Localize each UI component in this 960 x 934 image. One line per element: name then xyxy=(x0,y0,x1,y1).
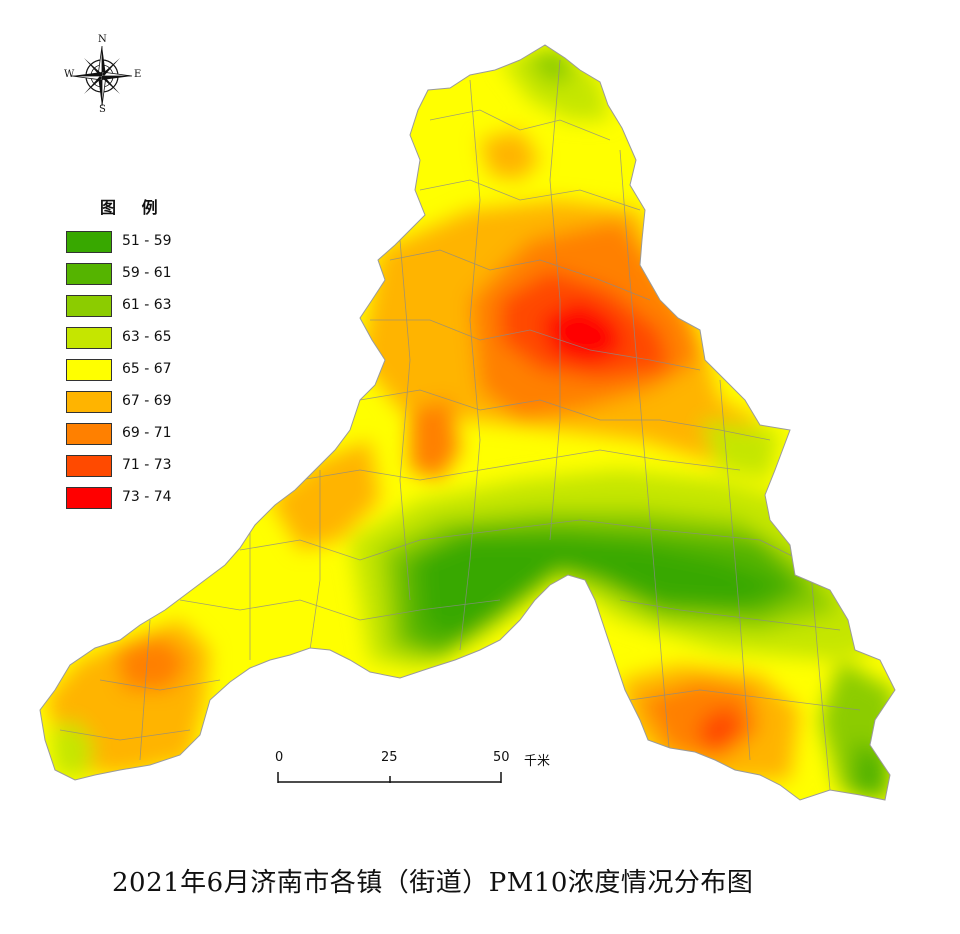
legend-label: 61 - 63 xyxy=(122,297,172,313)
legend-swatch xyxy=(66,327,112,349)
legend-label: 59 - 61 xyxy=(122,265,172,281)
legend-item: 63 - 65 xyxy=(66,324,196,350)
legend-label: 73 - 74 xyxy=(122,489,172,505)
legend-swatch xyxy=(66,295,112,317)
legend: 图 例 51 - 59 59 - 61 61 - 63 63 - 65 65 - 67 6… xyxy=(66,194,196,516)
legend-title: 图 例 xyxy=(100,198,168,217)
legend-swatch xyxy=(66,391,112,413)
legend-swatch xyxy=(66,231,112,253)
compass-south: S xyxy=(99,104,106,115)
legend-label: 65 - 67 xyxy=(122,361,172,377)
scale-tick-0: 0 xyxy=(275,750,284,765)
region-outline xyxy=(39,44,896,801)
legend-item: 51 - 59 xyxy=(66,228,196,254)
legend-swatch xyxy=(66,423,112,445)
scale-bar-line xyxy=(277,772,502,783)
compass-east: E xyxy=(134,69,142,80)
scale-tick-25: 25 xyxy=(381,750,398,765)
compass-north: N xyxy=(98,34,107,45)
legend-item: 73 - 74 xyxy=(66,484,196,510)
legend-item: 69 - 71 xyxy=(66,420,196,446)
legend-label: 71 - 73 xyxy=(122,457,172,473)
legend-swatch xyxy=(66,263,112,285)
legend-item: 59 - 61 xyxy=(66,260,196,286)
legend-item: 65 - 67 xyxy=(66,356,196,382)
legend-swatch xyxy=(66,487,112,509)
legend-item: 61 - 63 xyxy=(66,292,196,318)
compass-rose-icon xyxy=(71,45,133,107)
legend-label: 67 - 69 xyxy=(122,393,172,409)
legend-label: 63 - 65 xyxy=(122,329,172,345)
legend-item: 67 - 69 xyxy=(66,388,196,414)
compass-west: W xyxy=(64,69,75,80)
map-title: 2021年6月济南市各镇（街道）PM10浓度情况分布图 xyxy=(112,868,754,898)
scale-unit: 千米 xyxy=(524,754,551,769)
legend-label: 69 - 71 xyxy=(122,425,172,441)
north-arrow: N S E W xyxy=(62,34,142,116)
legend-label: 51 - 59 xyxy=(122,233,172,249)
legend-item: 71 - 73 xyxy=(66,452,196,478)
legend-swatch xyxy=(66,359,112,381)
scale-tick-50: 50 xyxy=(493,750,510,765)
legend-swatch xyxy=(66,455,112,477)
scale-bar: 0 25 50 千米 xyxy=(266,748,556,788)
